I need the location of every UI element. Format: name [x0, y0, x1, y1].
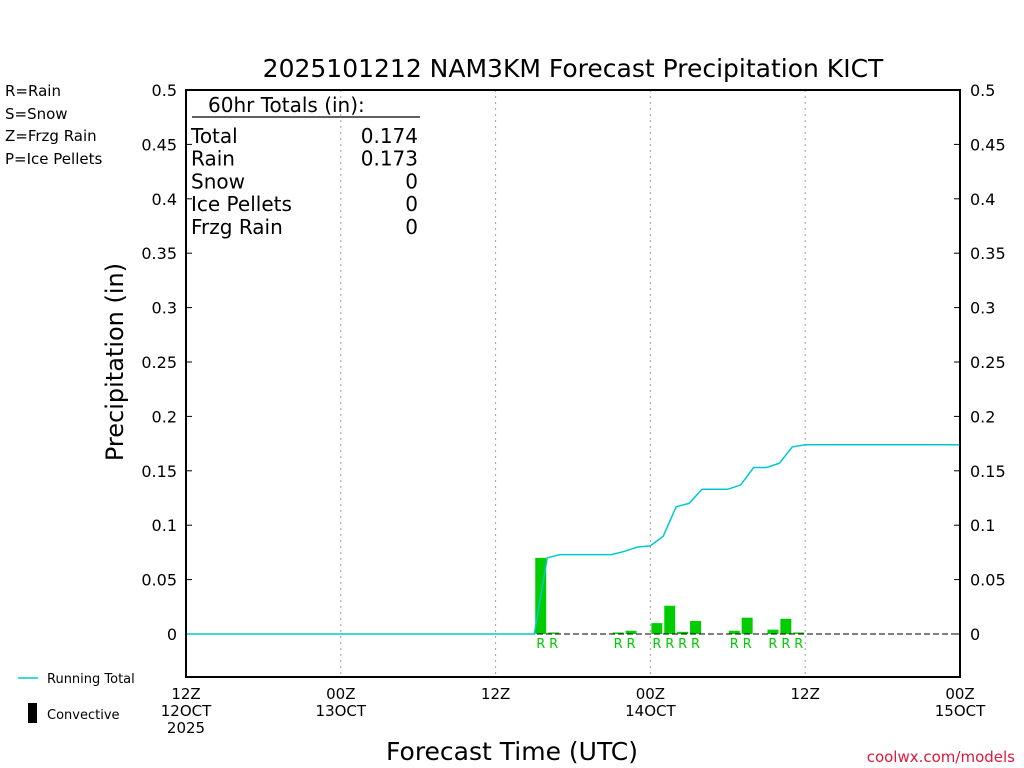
precip-bar — [728, 630, 740, 634]
y-axis-label: Precipitation (in) — [101, 263, 129, 461]
precip-bar — [690, 620, 702, 634]
y-tick-label-right: 0 — [970, 625, 980, 644]
precip-type-label: R — [665, 637, 674, 652]
running-total-line — [186, 443, 960, 635]
precip-type-label: R — [652, 637, 661, 652]
y-tick-label-left: 0.45 — [141, 135, 177, 154]
y-tick-label-left: 0.2 — [152, 407, 177, 426]
precip-bar — [767, 629, 779, 634]
y-tick-label-right: 0.4 — [970, 190, 995, 209]
precip-type-label: R — [768, 637, 777, 652]
y-tick-label-left: 0 — [167, 625, 177, 644]
precip-bars — [535, 557, 805, 634]
precip-type-label: R — [678, 637, 687, 652]
y-axis-ticks: 0 00.05 0.050.1 0.10.15 0.150.2 0.20.25 0.250.… — [141, 81, 1005, 644]
precip-type-label: R — [549, 637, 558, 652]
y-tick-label-left: 0.05 — [141, 571, 177, 590]
precip-type-label: R — [691, 637, 700, 652]
y-tick-label-right: 0.1 — [970, 516, 995, 535]
precip-type-label: R — [614, 637, 623, 652]
y-tick-label-right: 0.5 — [970, 81, 995, 100]
x-tick-label: 15OCT — [935, 702, 986, 720]
precip-type-label: R — [536, 637, 545, 652]
y-tick-label-left: 0.1 — [152, 516, 177, 535]
footer-credit: coolwx.com/models — [867, 748, 1015, 766]
totals-row-label: Ice Pellets — [191, 192, 292, 216]
y-tick-label-left: 0.3 — [152, 299, 177, 318]
y-tick-label-right: 0.25 — [970, 353, 1006, 372]
plot-frame — [185, 89, 961, 678]
precip-bar — [664, 605, 676, 634]
x-tick-label: 14OCT — [625, 702, 676, 720]
y-tick-label-right: 0.15 — [970, 462, 1006, 481]
type-legend: R=Rain S=Snow Z=Frzg Rain P=Ice Pellets — [5, 82, 102, 168]
totals-row-label: Total — [190, 124, 238, 148]
x-axis-label: Forecast Time (UTC) — [386, 737, 638, 766]
totals-rows: Total 0.174 Rain 0.173 Snow 0 Ice Pellets 0 Frzg… — [190, 124, 418, 239]
precip-bar — [780, 618, 792, 634]
totals-row-value: 0 — [405, 215, 418, 239]
x-tick-label: 12Z — [171, 685, 200, 703]
y-tick-label-right: 0.05 — [970, 571, 1006, 590]
precip-bar — [651, 623, 663, 634]
x-tick-label: 12Z — [481, 685, 510, 703]
precip-type-label: R — [794, 637, 803, 652]
y-tick-label-right: 0.3 — [970, 299, 995, 318]
y-tick-label-left: 0.15 — [141, 462, 177, 481]
convective-legend-swatch — [28, 703, 37, 723]
precip-type-label: R — [730, 637, 739, 652]
precip-type-label: R — [781, 637, 790, 652]
precip-bar — [677, 631, 689, 634]
precip-bar — [793, 632, 805, 634]
legend-frzg-rain: Z=Frzg Rain — [5, 127, 97, 145]
legend-ice-pellets: P=Ice Pellets — [5, 150, 102, 168]
y-tick-label-right: 0.45 — [970, 135, 1006, 154]
legend-snow: S=Snow — [5, 105, 68, 123]
x-tick-label: 00Z — [945, 685, 974, 703]
x-tick-label: 12Z — [791, 685, 820, 703]
totals-row-label: Rain — [191, 147, 235, 171]
precip-bar — [741, 617, 753, 634]
y-tick-label-left: 0.5 — [152, 81, 177, 100]
y-tick-label-left: 0.35 — [141, 244, 177, 263]
y-tick-label-right: 0.2 — [970, 407, 995, 426]
x-tick-label: 00Z — [636, 685, 665, 703]
legend-rain: R=Rain — [5, 82, 61, 100]
totals-row-label: Frzg Rain — [191, 215, 283, 239]
running-total-legend-label: Running Total — [47, 672, 135, 687]
convective-legend-label: Convective — [47, 708, 120, 723]
series-legend: Running Total Convective — [18, 672, 135, 723]
totals-row-value: 0.173 — [361, 147, 418, 171]
x-tick-label: 13OCT — [316, 702, 367, 720]
x-tick-label: 2025 — [167, 719, 205, 737]
chart-title: 2025101212 NAM3KM Forecast Precipitation… — [263, 54, 884, 83]
totals-row-value: 0 — [405, 169, 418, 193]
precip-bar — [612, 632, 624, 634]
y-tick-label-right: 0.35 — [970, 244, 1006, 263]
totals-box: 60hr Totals (in): Total 0.174 Rain 0.173 Sno… — [190, 93, 420, 239]
totals-header: 60hr Totals (in): — [208, 93, 365, 117]
totals-row-label: Snow — [191, 169, 245, 193]
precip-type-label: R — [743, 637, 752, 652]
precip-bar — [625, 630, 637, 634]
precip-type-label: R — [627, 637, 636, 652]
totals-row-value: 0.174 — [361, 124, 418, 148]
totals-row-value: 0 — [405, 192, 418, 216]
vertical-gridlines — [340, 90, 806, 677]
y-tick-label-left: 0.4 — [152, 190, 177, 209]
x-tick-label: 00Z — [326, 685, 355, 703]
x-tick-label: 12OCT — [161, 702, 212, 720]
precip-bar — [548, 632, 560, 634]
y-tick-label-left: 0.25 — [141, 353, 177, 372]
